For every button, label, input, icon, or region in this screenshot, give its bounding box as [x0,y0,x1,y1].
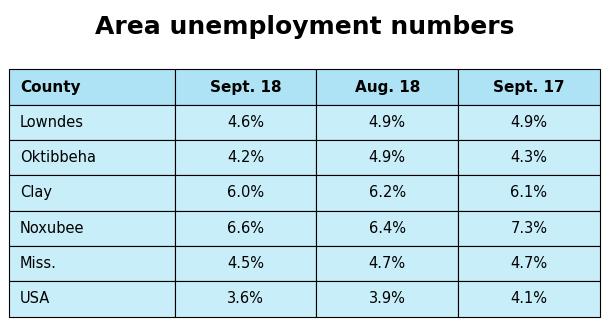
Bar [9,175,175,211]
Bar [9,69,175,105]
Text: Area unemployment numbers: Area unemployment numbers [95,15,514,38]
Bar [316,211,458,246]
Text: 6.6%: 6.6% [227,221,264,236]
Bar [175,175,316,211]
Text: 6.0%: 6.0% [227,185,264,201]
Text: USA: USA [20,291,51,307]
Text: 6.1%: 6.1% [510,185,547,201]
Bar [458,211,600,246]
Text: 4.9%: 4.9% [368,115,406,130]
Bar [316,140,458,175]
Text: 3.9%: 3.9% [369,291,406,307]
Bar [9,105,175,140]
Text: 4.2%: 4.2% [227,150,264,165]
Bar [175,211,316,246]
Text: Sept. 18: Sept. 18 [209,79,281,95]
Text: Lowndes: Lowndes [20,115,84,130]
Text: Clay: Clay [20,185,52,201]
Bar [175,246,316,281]
Bar [175,105,316,140]
Bar [9,281,175,317]
Text: 3.6%: 3.6% [227,291,264,307]
Text: Miss.: Miss. [20,256,57,271]
Text: 4.7%: 4.7% [368,256,406,271]
Bar [175,140,316,175]
Bar [458,140,600,175]
Bar [316,175,458,211]
Text: 6.4%: 6.4% [368,221,406,236]
Bar [9,246,175,281]
Text: County: County [20,79,81,95]
Text: 4.7%: 4.7% [510,256,547,271]
Bar [458,175,600,211]
Bar [316,281,458,317]
Bar [458,69,600,105]
Bar [9,211,175,246]
Text: 4.3%: 4.3% [510,150,547,165]
Bar [175,281,316,317]
Bar [316,105,458,140]
Text: 4.6%: 4.6% [227,115,264,130]
Bar [9,140,175,175]
Bar [458,281,600,317]
Text: 4.9%: 4.9% [510,115,547,130]
Text: 7.3%: 7.3% [510,221,547,236]
Text: 4.5%: 4.5% [227,256,264,271]
Bar [458,105,600,140]
Text: Sept. 17: Sept. 17 [493,79,565,95]
Text: 4.1%: 4.1% [510,291,547,307]
Text: 6.2%: 6.2% [368,185,406,201]
Bar [316,246,458,281]
Bar [458,246,600,281]
Text: 4.9%: 4.9% [368,150,406,165]
Text: Aug. 18: Aug. 18 [354,79,420,95]
Bar [316,69,458,105]
Text: Noxubee: Noxubee [20,221,85,236]
Text: Oktibbeha: Oktibbeha [20,150,96,165]
Bar [175,69,316,105]
